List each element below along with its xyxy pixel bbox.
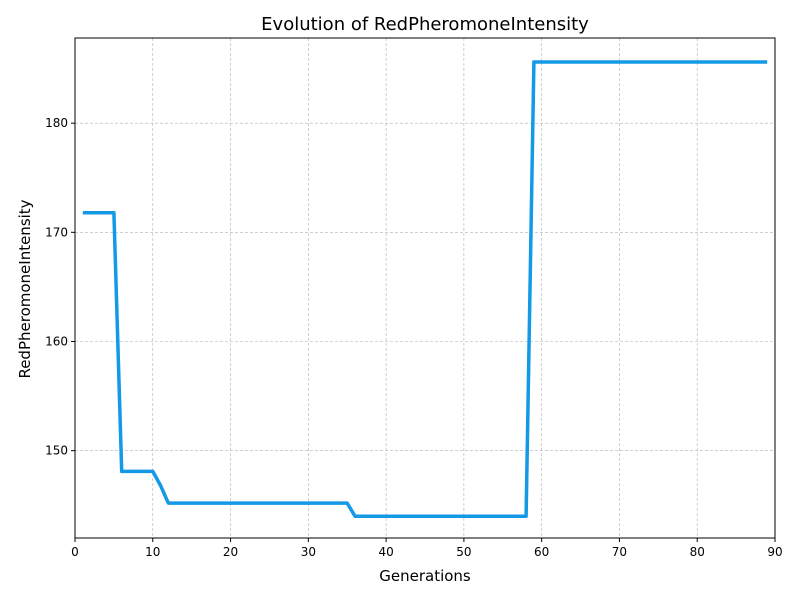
- y-tick-label: 150: [45, 444, 68, 458]
- x-tick-label: 20: [223, 545, 238, 559]
- chart-title: Evolution of RedPheromoneIntensity: [261, 14, 589, 35]
- y-tick-label: 160: [45, 334, 68, 348]
- x-tick-label: 80: [690, 545, 705, 559]
- x-tick-label: 90: [767, 545, 782, 559]
- x-tick-label: 40: [378, 545, 393, 559]
- plot-frame: [74, 37, 776, 539]
- x-axis-label: Generations: [379, 567, 471, 585]
- x-tick-label: 0: [71, 545, 79, 559]
- x-tick-label: 50: [456, 545, 471, 559]
- grid: [74, 38, 776, 538]
- series-line: [82, 60, 768, 518]
- ticks: 0 10 20 30 40 50 60 70 80 90 150 160 170 180: [45, 116, 783, 559]
- x-tick-label: 30: [301, 545, 316, 559]
- y-tick-label: 170: [45, 225, 68, 239]
- y-tick-label: 180: [45, 116, 68, 130]
- series-layer: [82, 60, 768, 518]
- y-axis-label: RedPheromoneIntensity: [16, 199, 34, 378]
- x-tick-label: 70: [612, 545, 627, 559]
- x-tick-label: 10: [145, 545, 160, 559]
- x-tick-label: 60: [534, 545, 549, 559]
